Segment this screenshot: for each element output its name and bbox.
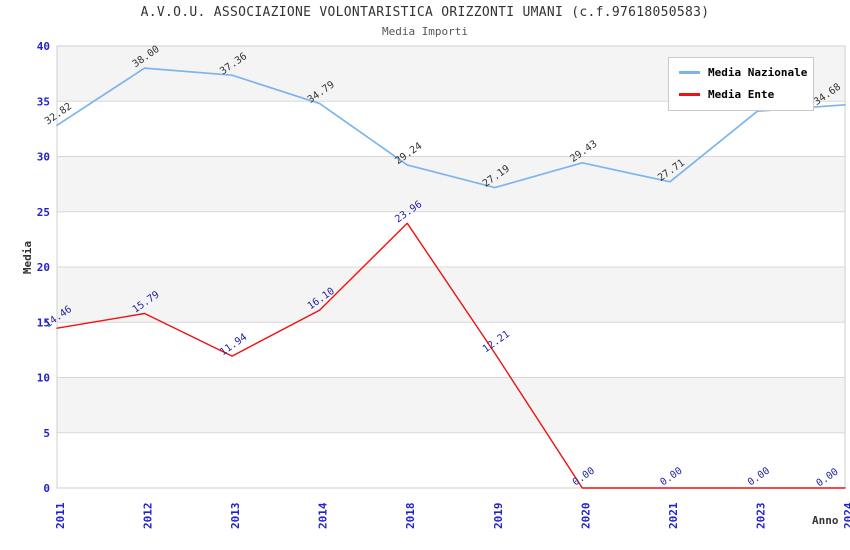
- data-label: 0.00: [571, 466, 597, 489]
- chart-subtitle: Media Importi: [381, 25, 469, 38]
- x-axis-title: Anno: [812, 514, 839, 527]
- series-line-marker-ente: [679, 93, 700, 96]
- x-tick-label: 2014: [317, 502, 330, 529]
- data-label: 12.21: [481, 329, 512, 355]
- plot-band: [57, 377, 845, 433]
- series-line-media-nazionale[interactable]: [56, 67, 846, 189]
- x-tick-label: 2023: [754, 503, 767, 530]
- y-tick-label: 15: [37, 316, 50, 329]
- y-tick-label: 10: [37, 372, 50, 385]
- series-line-media-ente[interactable]: [56, 222, 846, 489]
- y-tick-label: 30: [37, 151, 50, 164]
- x-tick-label: 2020: [579, 503, 592, 530]
- x-tick-label: 2011: [54, 502, 67, 529]
- y-axis-title: Media: [21, 240, 35, 275]
- legend-item-media-ente[interactable]: Media Ente: [679, 88, 803, 101]
- y-tick-label: 35: [37, 95, 50, 108]
- data-label: 0.00: [746, 466, 772, 489]
- x-tick-label: 2024: [842, 502, 850, 529]
- x-tick-label: 2013: [229, 503, 242, 530]
- x-tick-label: 2019: [492, 503, 505, 530]
- data-label: 11.94: [218, 332, 249, 358]
- legend-label-media-nazionale: Media Nazionale: [708, 66, 808, 79]
- x-tick-label: 2018: [404, 503, 417, 530]
- data-label: 0.00: [658, 466, 684, 489]
- x-tick-label: 2021: [667, 502, 680, 529]
- y-tick-label: 25: [37, 206, 50, 219]
- y-tick-label: 40: [37, 40, 50, 53]
- y-tick-label: 0: [43, 482, 50, 495]
- y-tick-label: 5: [43, 427, 50, 440]
- plot-band: [57, 267, 845, 323]
- plot-band: [57, 156, 845, 212]
- chart-title: A.V.O.U. ASSOCIAZIONE VOLONTARISTICA ORI…: [140, 5, 710, 20]
- legend-label-media-ente: Media Ente: [708, 88, 775, 101]
- x-tick-label: 2012: [142, 503, 155, 530]
- y-tick-label: 20: [37, 261, 50, 274]
- data-label: 0.00: [815, 467, 841, 490]
- series-line-marker-nazionale: [679, 71, 700, 74]
- legend-item-media-nazionale[interactable]: Media Nazionale: [679, 66, 807, 79]
- plot-border: [56, 45, 846, 489]
- legend: Media Nazionale Media Ente: [668, 57, 814, 111]
